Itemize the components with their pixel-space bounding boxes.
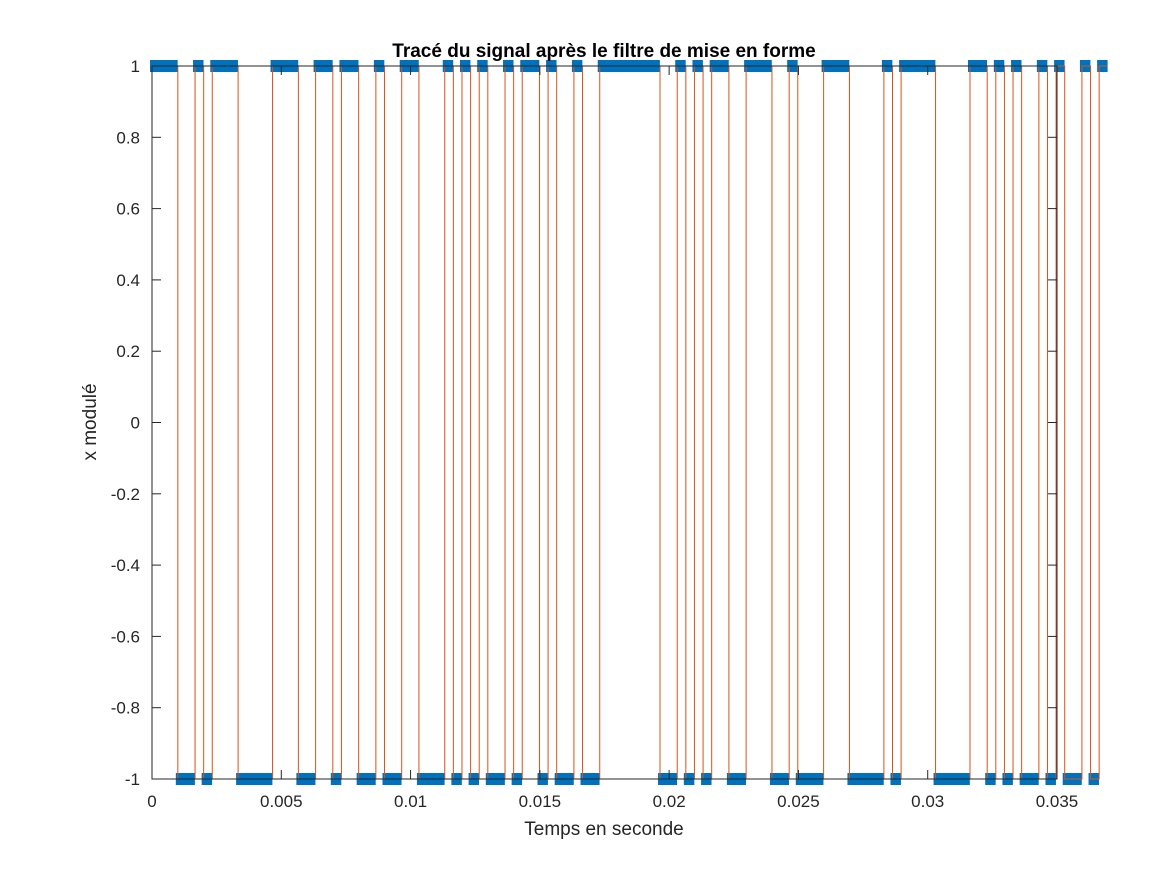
x-axis-label: Temps en seconde bbox=[524, 819, 684, 840]
x-tick-label: 0.02 bbox=[653, 792, 686, 811]
y-tick-label: -0.6 bbox=[111, 627, 140, 646]
x-tick-label: 0.01 bbox=[394, 792, 427, 811]
y-tick-label: 0.6 bbox=[116, 200, 140, 219]
y-tick-label: -0.2 bbox=[111, 485, 140, 504]
y-tick-label: 0.4 bbox=[116, 271, 140, 290]
y-axis-label: x modulé bbox=[80, 383, 101, 460]
y-tick-label: -0.8 bbox=[111, 699, 140, 718]
x-tick-label: 0.03 bbox=[911, 792, 944, 811]
y-tick-label: 0.8 bbox=[116, 128, 140, 147]
y-tick-label: 0.2 bbox=[116, 342, 140, 361]
y-tick-label: 1 bbox=[131, 57, 140, 76]
x-tick-label: 0.025 bbox=[777, 792, 820, 811]
chart-title: Tracé du signal après le filtre de mise … bbox=[392, 41, 815, 62]
y-tick-label: -1 bbox=[125, 770, 140, 789]
y-tick-label: 0 bbox=[131, 414, 140, 433]
x-tick-label: 0 bbox=[147, 792, 156, 811]
y-axis-ticks: -1 -0.8 -0.6 -0.4 -0.2 0 0.2 0.4 0.6 0.8 1 bbox=[111, 57, 1057, 789]
x-tick-label: 0.015 bbox=[519, 792, 562, 811]
x-tick-label: 0.035 bbox=[1036, 792, 1079, 811]
x-tick-label: 0.005 bbox=[260, 792, 303, 811]
y-tick-label: -0.4 bbox=[111, 556, 140, 575]
x-axis-ticks: 0 0.005 0.01 0.015 0.02 0.025 0.03 0.035 bbox=[147, 66, 1078, 811]
